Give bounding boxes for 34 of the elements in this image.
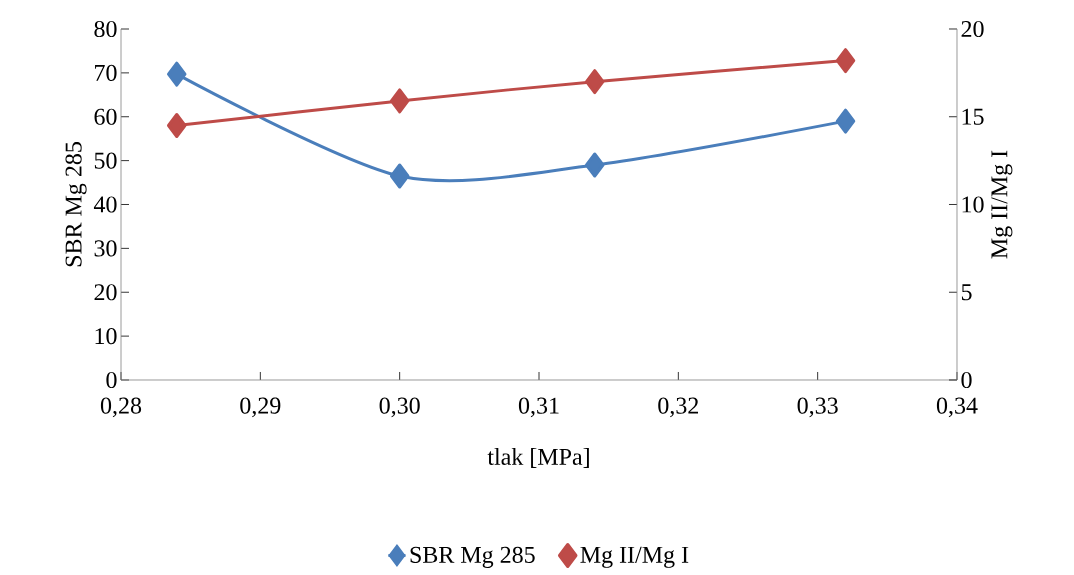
y2-tick-label: 0	[961, 371, 972, 389]
y2-tick-label: 15	[962, 108, 984, 125]
y-tick-label: 10	[95, 328, 117, 345]
x-tick-label: 0,32	[658, 397, 699, 418]
y-tick-label: 20	[94, 284, 117, 301]
y-tick-label: 50	[94, 152, 117, 169]
point	[584, 152, 605, 178]
y-tick-label: 60	[94, 108, 117, 125]
y-tick-label: 30	[94, 240, 117, 257]
point	[389, 88, 410, 114]
y2-axis-title: Mg II/Mg I	[991, 150, 1013, 259]
x-tick-label: 0,33	[797, 397, 838, 418]
point	[835, 108, 856, 134]
y-tick-label: 80	[94, 20, 117, 38]
point	[166, 113, 187, 139]
legend-label: Mg II/Mg I	[580, 546, 689, 568]
x-tick-label: 0,29	[240, 397, 281, 418]
x-tick-label: 0,30	[379, 397, 420, 418]
x-tick-label: 0,31	[518, 397, 559, 418]
x-tick-label: 0,34	[936, 397, 978, 418]
y-axis-title: SBR Mg 285	[65, 142, 87, 267]
point	[166, 61, 187, 87]
y2-tick-label: 5	[961, 284, 972, 301]
y-tick-label: 0	[106, 371, 117, 389]
y-tick-label: 70	[95, 64, 117, 81]
legend-label: SBR Mg 285	[410, 546, 535, 568]
point	[584, 69, 605, 95]
point	[389, 163, 410, 189]
y2-tick-label: 20	[961, 20, 984, 38]
point	[835, 48, 856, 74]
x-axis-title: tlak [MPa]	[487, 448, 589, 468]
y2-tick-label: 10	[962, 196, 984, 213]
y-tick-label: 40	[93, 196, 117, 213]
x-tick-label: 0,28	[100, 397, 142, 418]
